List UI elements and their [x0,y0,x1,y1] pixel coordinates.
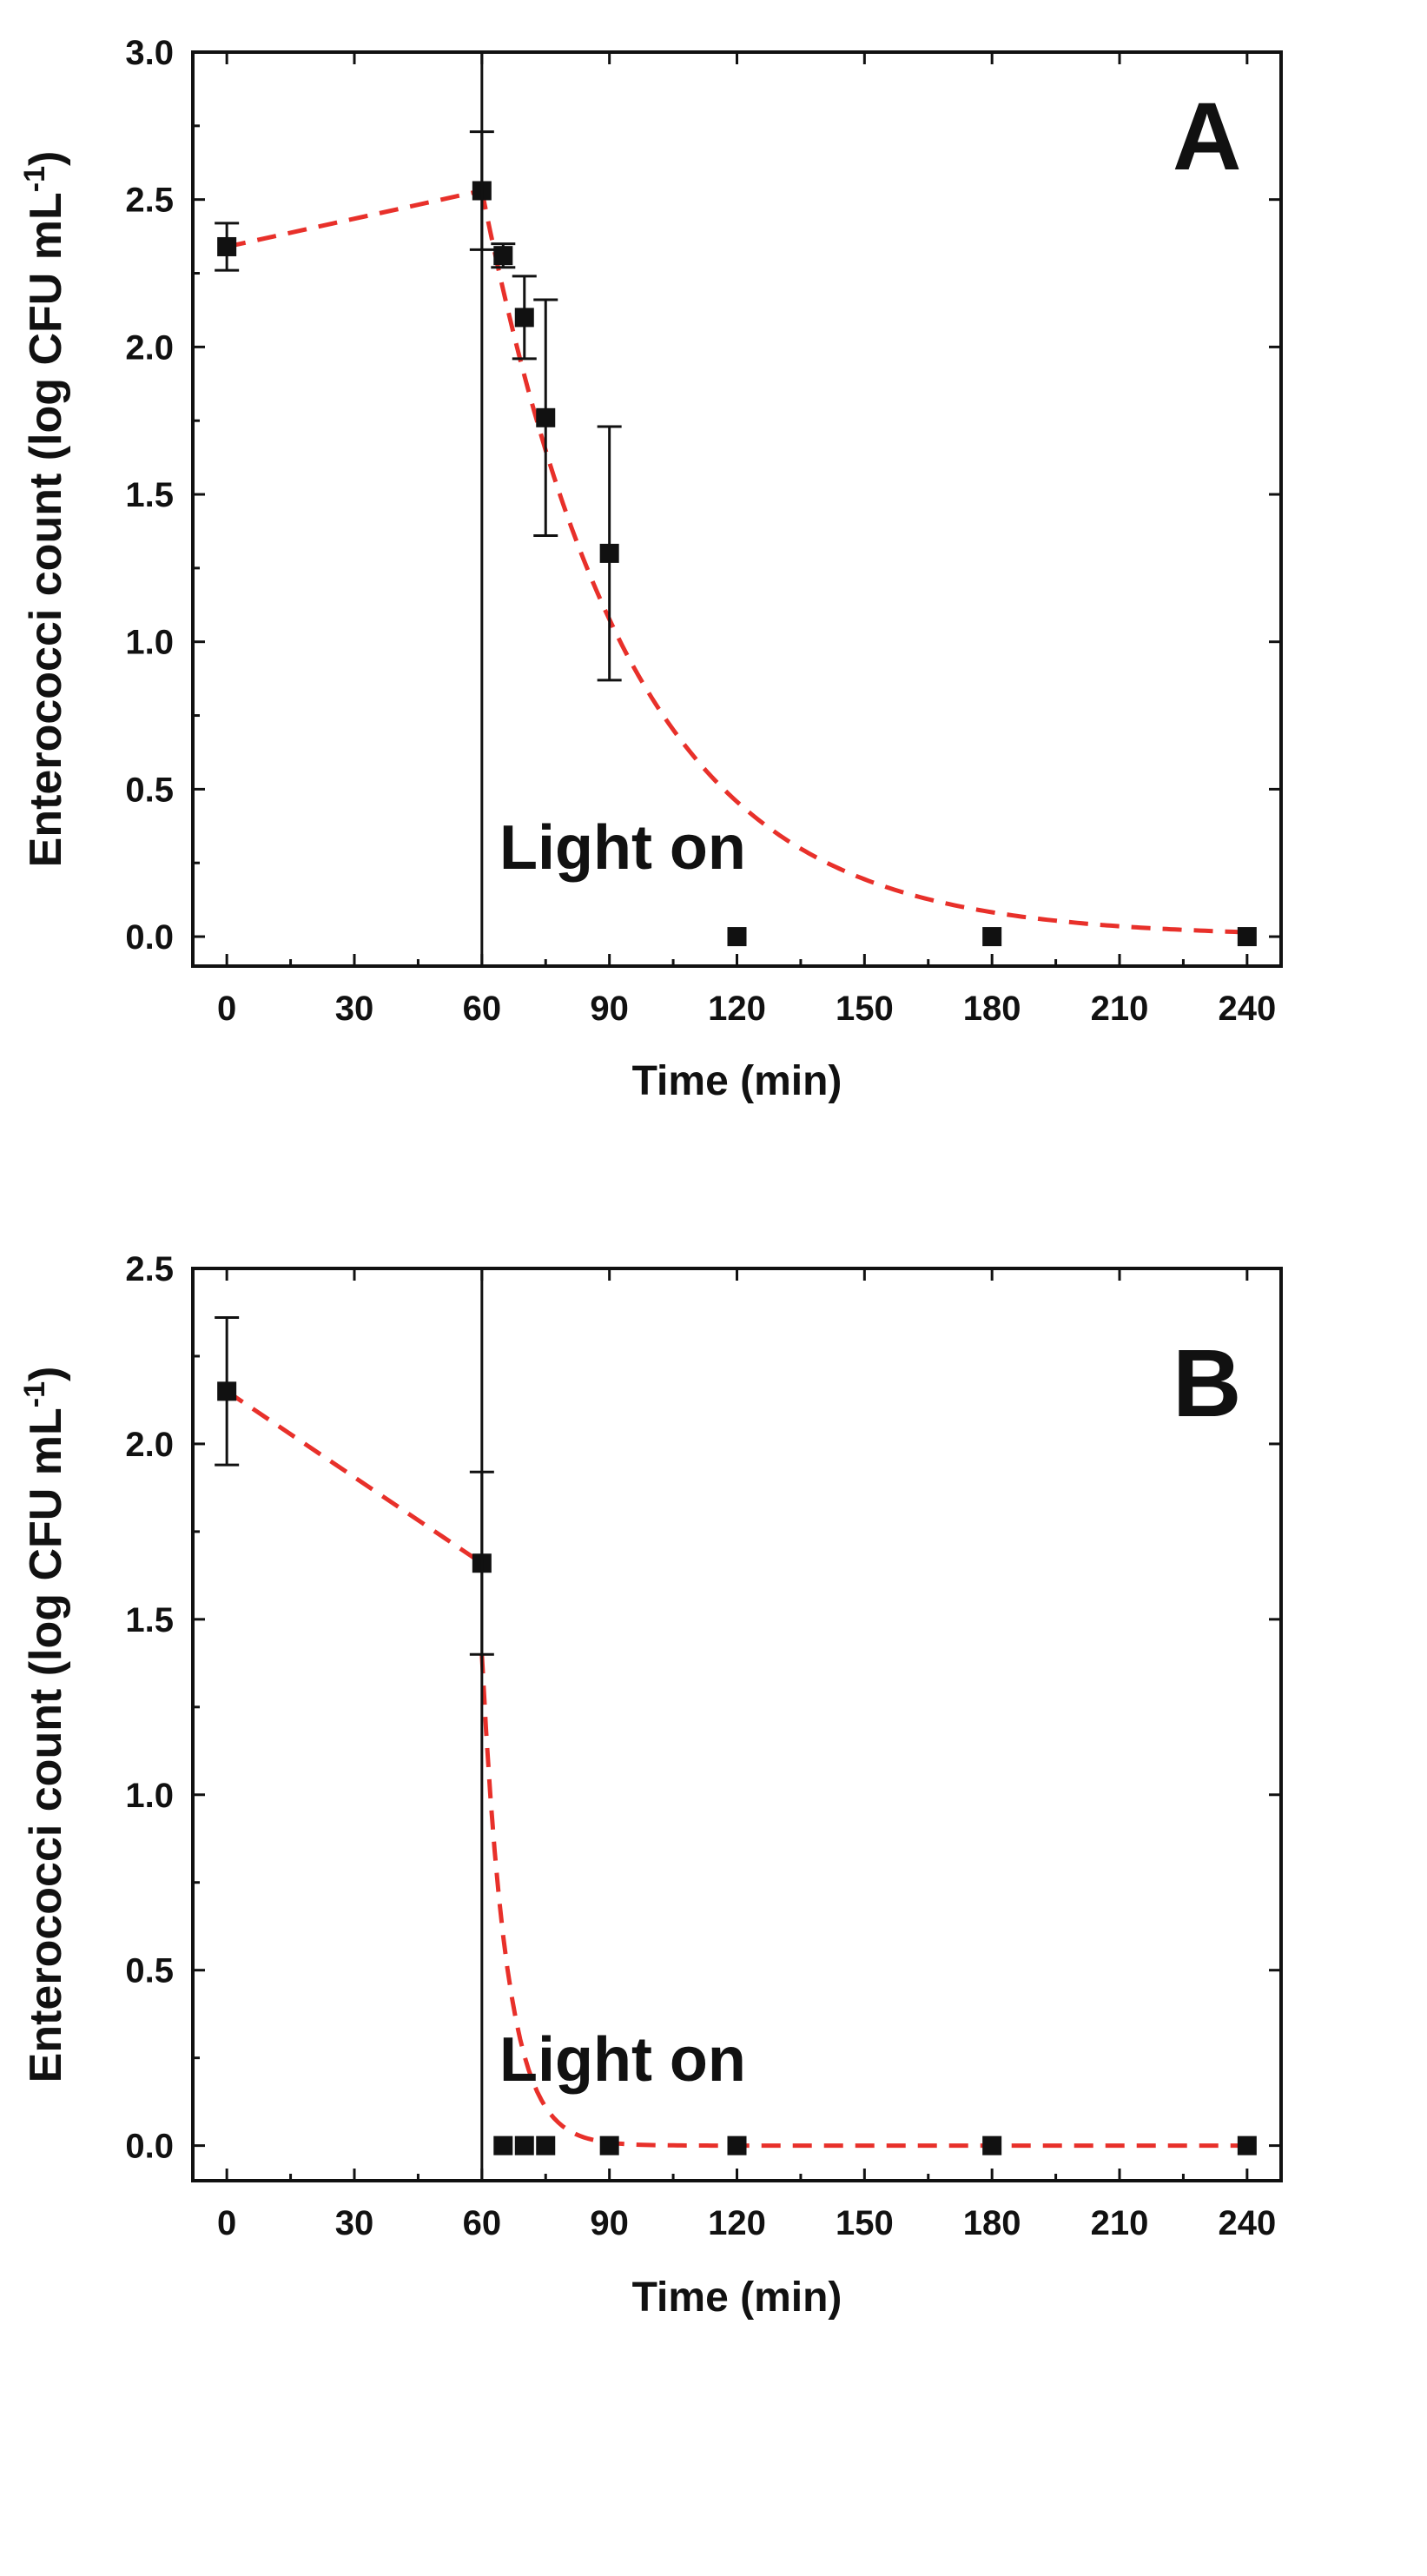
x-tick-label-b-150: 150 [836,2204,894,2242]
panel-a: 0 30 60 90 120 150 180 210 240 0.0 0.5 1.0 1.5 2.0 2.5… [18,34,1283,1104]
x-tick-label-b-90: 90 [590,2204,629,2242]
data-point-b-70 [514,2136,534,2155]
x-tick-label-a-240: 240 [1218,990,1276,1028]
data-point-b-90 [599,2136,619,2155]
y-tick-label-a-2: 1.0 [125,624,174,662]
y-axis-title-sup-a: -1 [18,166,51,192]
y-tick-label-b-3: 1.5 [125,1601,174,1639]
y-tick-label-a-1: 0.5 [125,771,174,809]
plot-frame-a [191,50,1283,968]
data-point-a-120 [727,927,747,947]
y-tick-label-a-3: 1.5 [125,476,174,514]
panel-label-a: A [1173,83,1241,190]
x-tick-label-a-210: 210 [1091,990,1149,1028]
y-tick-label-b-5: 2.5 [125,1250,174,1288]
data-point-a-240 [1237,927,1257,947]
plot-frame-b [191,1267,1283,2182]
y-tick-label-b-4: 2.0 [125,1426,174,1464]
y-tick-label-a-4: 2.0 [125,328,174,367]
x-axis-title-b: Time (min) [632,2275,842,2321]
data-point-b-65 [493,2136,513,2155]
data-point-b-120 [727,2136,747,2155]
panel-b: 0 30 60 90 120 150 180 210 240 0.0 0.5 1.0 1.5 2.0 2.5… [18,1250,1283,2321]
x-tick-label-b-30: 30 [335,2204,374,2242]
y-tick-label-b-2: 1.0 [125,1777,174,1815]
data-point-b-75 [536,2136,556,2155]
data-point-b-0 [217,1381,237,1401]
data-point-a-0 [217,236,237,256]
data-point-a-70 [514,308,534,328]
data-point-a-180 [982,927,1002,947]
x-tick-label-a-150: 150 [836,990,894,1028]
x-axis-title-a: Time (min) [632,1058,842,1104]
x-tick-label-a-60: 60 [463,990,502,1028]
x-tick-label-b-60: 60 [463,2204,502,2242]
x-tick-label-b-240: 240 [1218,2204,1276,2242]
y-axis-title-b: Enterococci count (log CFU mL-1) [18,1367,71,2083]
x-tick-label-b-120: 120 [708,2204,766,2242]
y-axis-title-main-b: Enterococci count (log CFU mL [21,1407,71,2083]
light-on-annotation-b: Light on [499,2025,746,2095]
light-on-annotation-a: Light on [499,813,746,883]
y-axis-title-close-a: ) [21,151,71,166]
y-axis-title-main-a: Enterococci count (log CFU mL [21,192,71,867]
x-tick-label-a-0: 0 [217,990,236,1028]
y-axis-title-sup-b: -1 [18,1381,51,1407]
fit-dark-segment-b [225,1389,484,1566]
data-point-b-180 [982,2136,1002,2155]
x-tick-label-b-0: 0 [217,2204,236,2242]
y-tick-label-a-0: 0.0 [125,918,174,957]
x-tick-label-b-210: 210 [1091,2204,1149,2242]
y-axis-title-close-b: ) [21,1367,71,1381]
x-tick-label-a-120: 120 [708,990,766,1028]
fit-dark-segment-a [226,189,483,249]
y-tick-label-b-0: 0.0 [125,2128,174,2166]
data-point-a-90 [599,543,619,563]
y-axis-title-a: Enterococci count (log CFU mL-1) [18,151,71,868]
x-tick-label-b-180: 180 [963,2204,1021,2242]
y-tick-label-b-1: 0.5 [125,1952,174,1990]
data-point-b-240 [1237,2136,1257,2155]
y-tick-label-a-6: 3.0 [125,34,174,72]
panel-label-b: B [1173,1330,1241,1437]
data-point-a-75 [536,407,556,427]
x-tick-label-a-180: 180 [963,990,1021,1028]
x-tick-label-a-30: 30 [335,990,374,1028]
x-tick-label-a-90: 90 [590,990,629,1028]
y-tick-label-a-5: 2.5 [125,182,174,220]
data-point-a-65 [493,246,513,266]
